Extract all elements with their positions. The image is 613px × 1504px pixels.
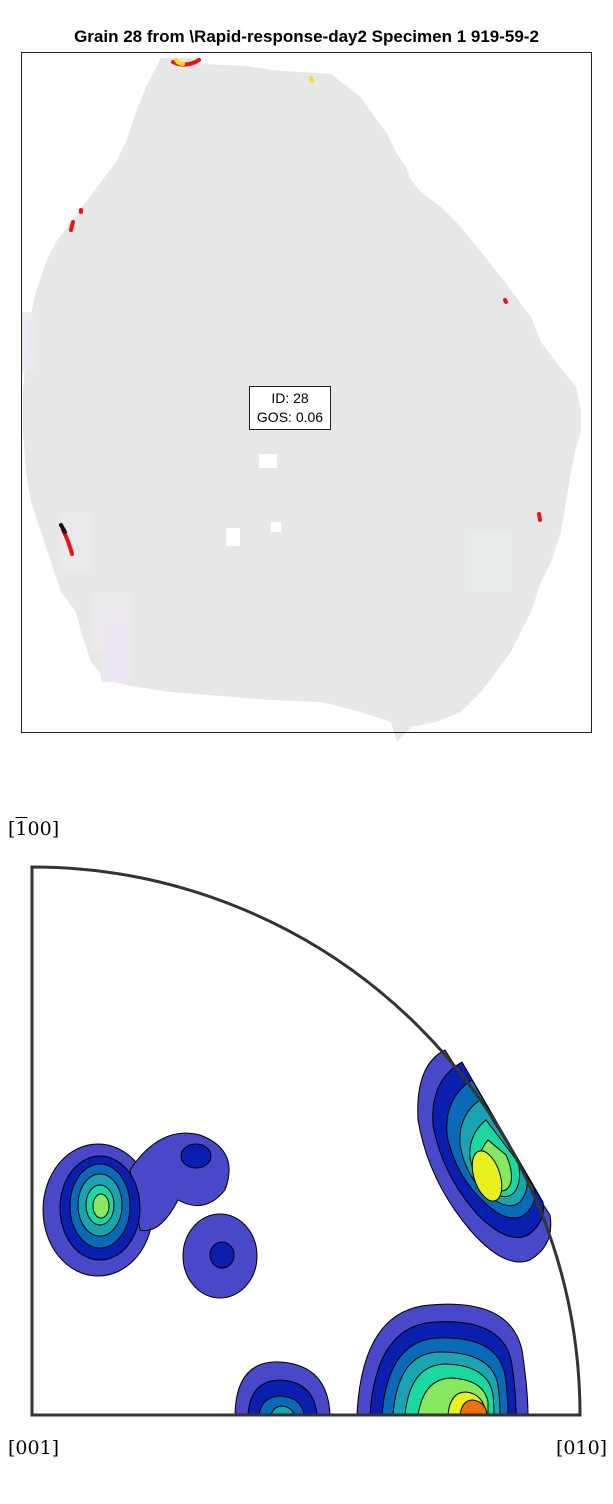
contour-cluster-right xyxy=(417,1049,552,1263)
label-bottom-right-direction: [010] xyxy=(556,1437,608,1459)
ipf-boundary xyxy=(30,865,582,1417)
contour-cluster-bottom-small xyxy=(234,1361,331,1416)
grain-holes xyxy=(226,454,281,546)
figure-title: Grain 28 from \Rapid-response-day2 Speci… xyxy=(74,27,539,46)
overbar-digit: 1 xyxy=(15,818,28,840)
grain-map-frame xyxy=(21,52,592,733)
contour-cluster-left xyxy=(42,1132,230,1277)
label-top-direction: [100] xyxy=(8,818,60,840)
grain-boundary-segments xyxy=(59,58,542,556)
grain-label: ID: 28 GOS: 0.06 xyxy=(249,386,331,430)
grain-id-text: ID: 28 xyxy=(271,390,309,406)
grain-texture-blocks xyxy=(21,312,511,682)
contour-cluster-bottom-large xyxy=(356,1303,529,1416)
grain-gos-text: GOS: 0.06 xyxy=(256,409,324,425)
inverse-pole-figure xyxy=(30,865,582,1417)
contour-cluster-middle xyxy=(182,1213,258,1299)
label-bottom-left-direction: [001] xyxy=(8,1437,60,1459)
